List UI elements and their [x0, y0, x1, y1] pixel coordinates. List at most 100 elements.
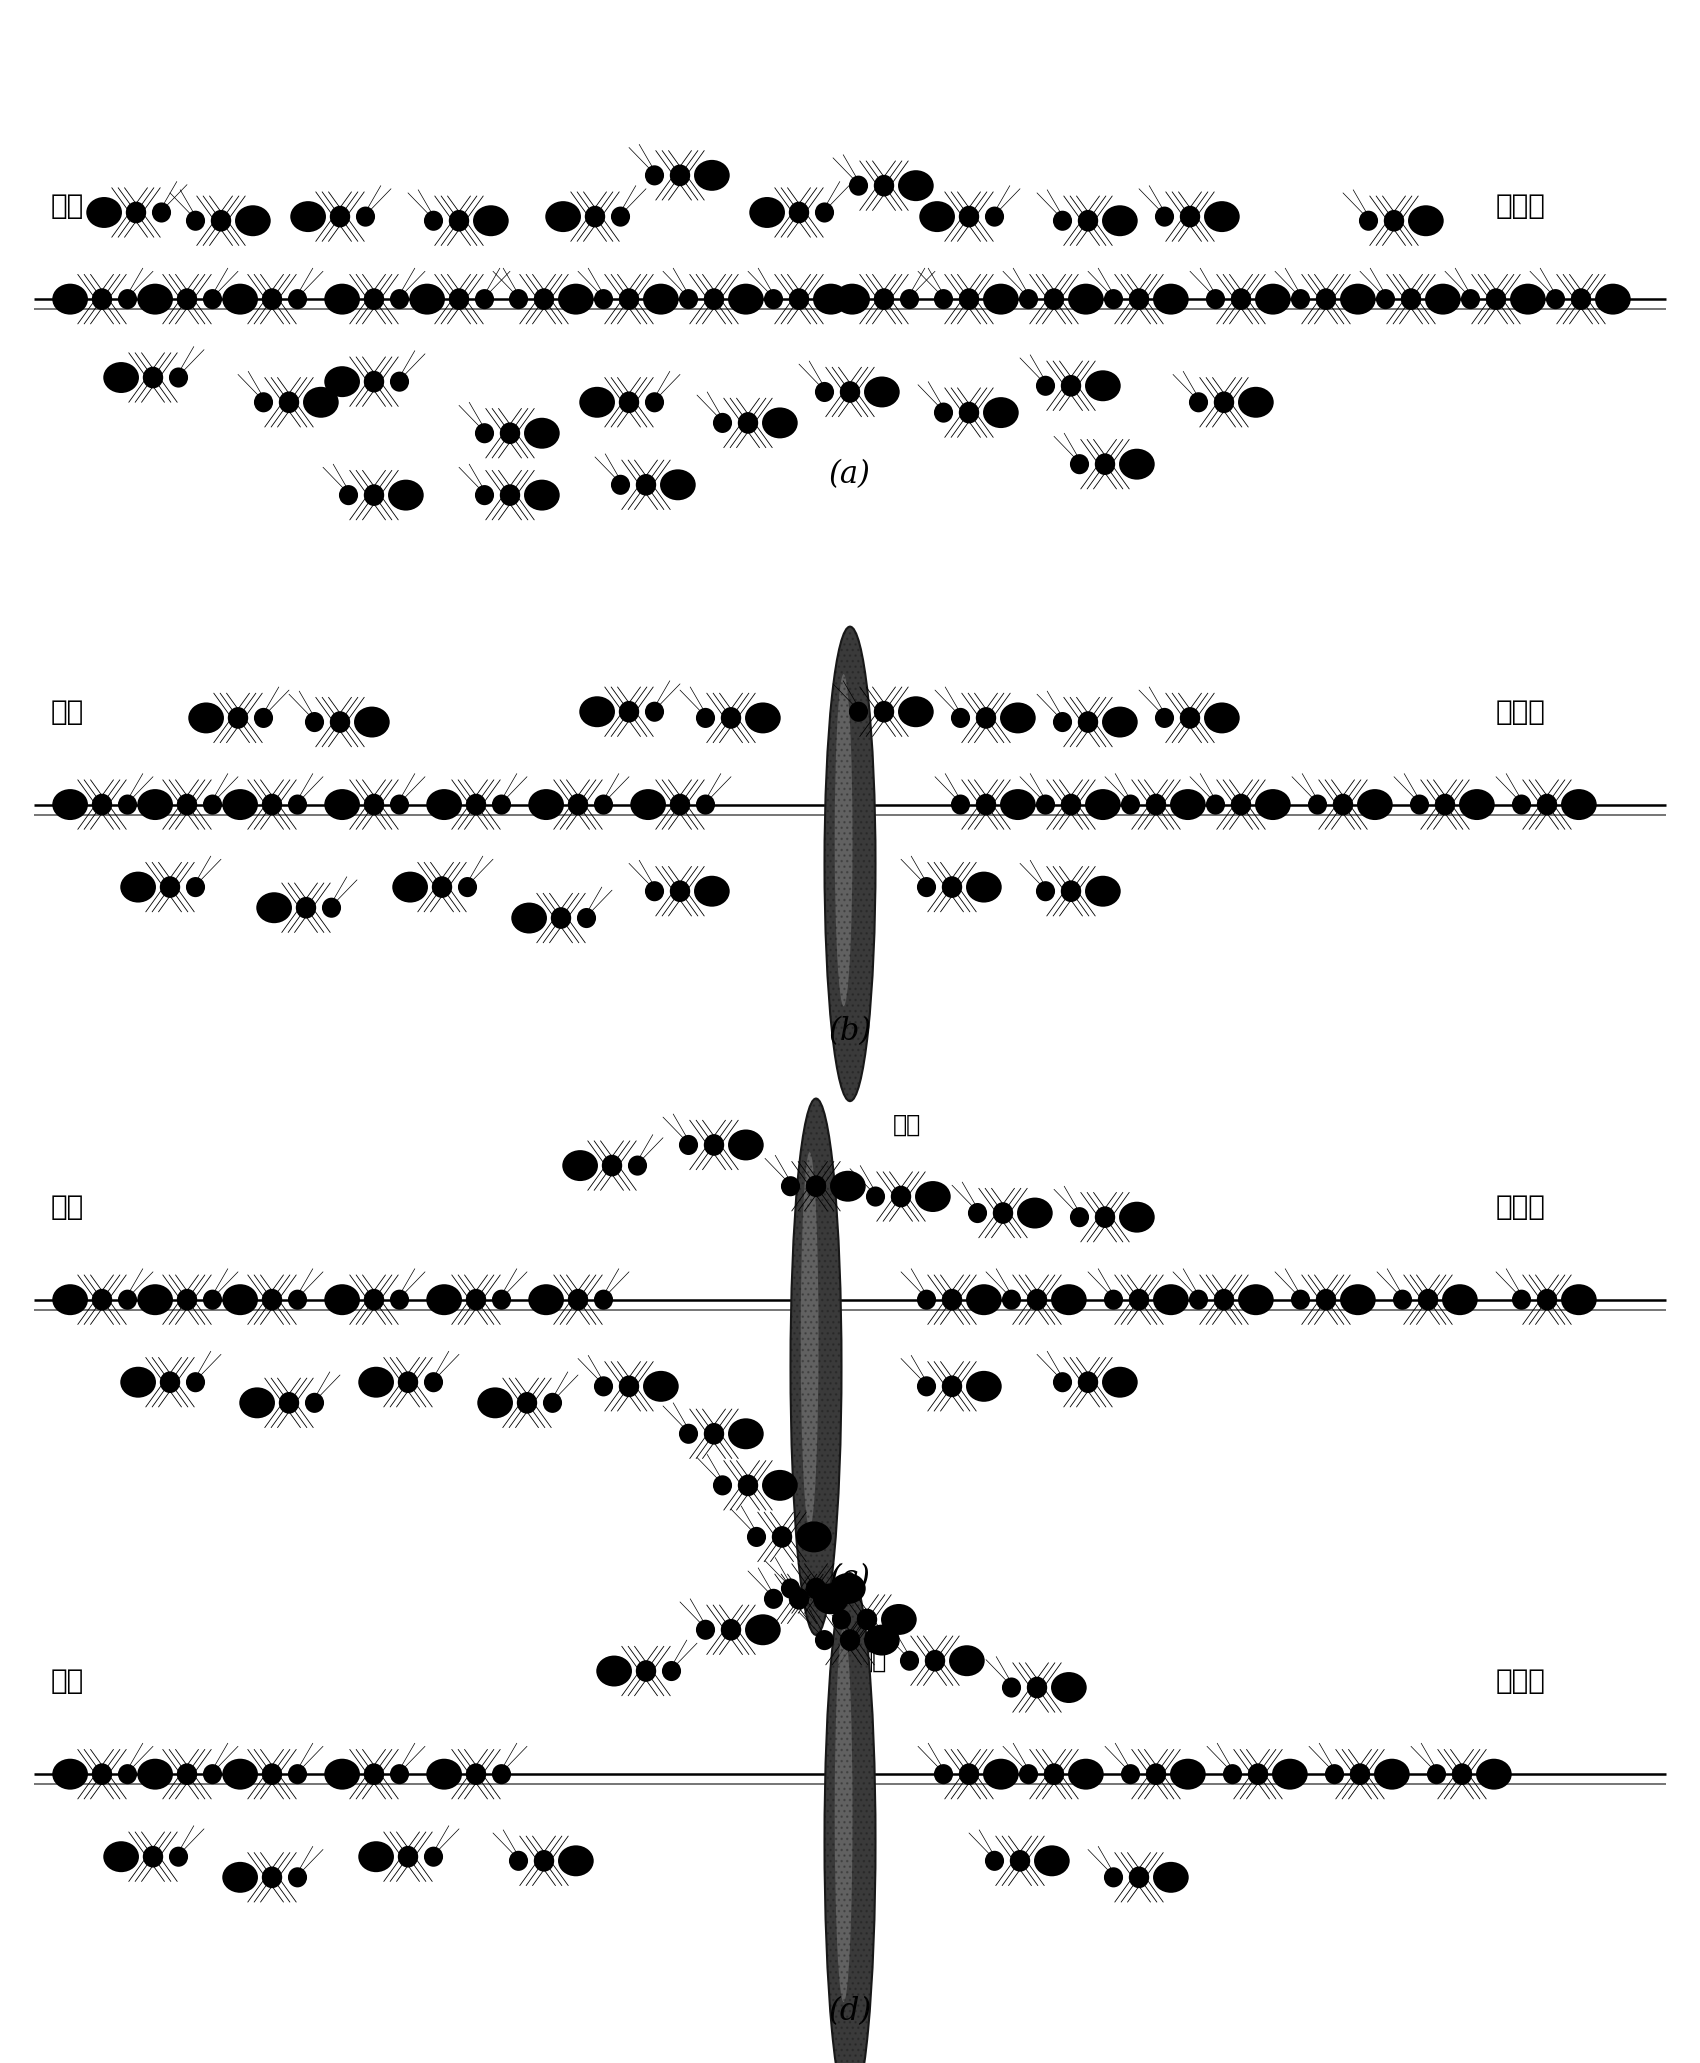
Ellipse shape — [993, 1203, 1013, 1223]
Ellipse shape — [1102, 204, 1137, 237]
Ellipse shape — [806, 1176, 826, 1197]
Ellipse shape — [1180, 206, 1200, 227]
Ellipse shape — [1188, 392, 1209, 413]
Ellipse shape — [1154, 206, 1175, 227]
Ellipse shape — [92, 1764, 112, 1784]
Ellipse shape — [898, 695, 933, 726]
Ellipse shape — [916, 1289, 937, 1310]
Ellipse shape — [304, 1393, 325, 1413]
Ellipse shape — [398, 1846, 418, 1867]
Ellipse shape — [423, 210, 444, 231]
Ellipse shape — [1061, 881, 1081, 902]
Ellipse shape — [840, 382, 860, 402]
Ellipse shape — [959, 402, 979, 423]
Ellipse shape — [410, 283, 445, 314]
Ellipse shape — [185, 1372, 206, 1393]
Ellipse shape — [942, 877, 962, 897]
Ellipse shape — [670, 165, 690, 186]
Ellipse shape — [1486, 289, 1506, 309]
Ellipse shape — [177, 794, 197, 815]
Ellipse shape — [177, 1289, 197, 1310]
Ellipse shape — [223, 1861, 258, 1894]
Ellipse shape — [325, 788, 360, 819]
Ellipse shape — [474, 289, 495, 309]
Ellipse shape — [966, 1370, 1001, 1403]
Ellipse shape — [1018, 289, 1039, 309]
Ellipse shape — [1001, 1677, 1022, 1698]
Ellipse shape — [745, 1613, 780, 1646]
Ellipse shape — [1204, 701, 1239, 734]
Ellipse shape — [1340, 283, 1375, 314]
Ellipse shape — [704, 1423, 724, 1444]
Ellipse shape — [1459, 788, 1494, 819]
Ellipse shape — [1051, 1283, 1086, 1316]
Ellipse shape — [1035, 375, 1056, 396]
Ellipse shape — [915, 1180, 950, 1213]
Ellipse shape — [1324, 1764, 1345, 1784]
Ellipse shape — [262, 1764, 282, 1784]
Ellipse shape — [789, 289, 809, 309]
Ellipse shape — [117, 1289, 138, 1310]
Ellipse shape — [1350, 1764, 1370, 1784]
Ellipse shape — [898, 169, 933, 200]
Ellipse shape — [253, 708, 274, 728]
Ellipse shape — [874, 175, 894, 196]
Ellipse shape — [1358, 210, 1379, 231]
Ellipse shape — [474, 423, 495, 444]
Ellipse shape — [1153, 1861, 1188, 1894]
Ellipse shape — [491, 794, 512, 815]
Ellipse shape — [427, 1283, 462, 1316]
Ellipse shape — [1426, 1764, 1447, 1784]
Ellipse shape — [279, 392, 299, 413]
Ellipse shape — [423, 1372, 444, 1393]
Ellipse shape — [474, 485, 495, 505]
Ellipse shape — [1571, 289, 1591, 309]
Ellipse shape — [558, 283, 593, 314]
Ellipse shape — [1170, 788, 1205, 819]
Ellipse shape — [670, 881, 690, 902]
Ellipse shape — [780, 1176, 801, 1197]
Ellipse shape — [364, 485, 384, 505]
Ellipse shape — [619, 701, 639, 722]
Ellipse shape — [772, 1527, 792, 1547]
Ellipse shape — [160, 877, 180, 897]
Ellipse shape — [393, 871, 428, 904]
Ellipse shape — [1052, 210, 1073, 231]
Ellipse shape — [694, 159, 729, 192]
Ellipse shape — [966, 1283, 1001, 1316]
Ellipse shape — [389, 1289, 410, 1310]
Ellipse shape — [304, 712, 325, 732]
Text: (a): (a) — [830, 458, 870, 491]
Ellipse shape — [721, 708, 741, 728]
Text: 障碍: 障碍 — [858, 1648, 887, 1673]
Ellipse shape — [1248, 1764, 1268, 1784]
Ellipse shape — [1238, 388, 1273, 417]
Ellipse shape — [500, 485, 520, 505]
Ellipse shape — [303, 388, 338, 417]
Ellipse shape — [1316, 289, 1336, 309]
Ellipse shape — [1010, 1851, 1030, 1871]
Ellipse shape — [87, 196, 122, 229]
Ellipse shape — [966, 871, 1001, 904]
Ellipse shape — [728, 283, 763, 314]
Ellipse shape — [1442, 1283, 1477, 1316]
Ellipse shape — [117, 289, 138, 309]
Ellipse shape — [1307, 794, 1328, 815]
Ellipse shape — [223, 1758, 258, 1789]
Ellipse shape — [1418, 1289, 1438, 1310]
Ellipse shape — [1119, 1201, 1154, 1232]
Ellipse shape — [1401, 289, 1421, 309]
Ellipse shape — [512, 904, 547, 932]
Ellipse shape — [104, 1840, 139, 1873]
Ellipse shape — [53, 1758, 88, 1789]
Ellipse shape — [138, 788, 173, 819]
Text: 巢穴: 巢穴 — [51, 1192, 85, 1221]
Ellipse shape — [984, 206, 1005, 227]
Ellipse shape — [644, 701, 665, 722]
Ellipse shape — [235, 204, 270, 237]
Ellipse shape — [388, 479, 423, 510]
Ellipse shape — [126, 202, 146, 223]
Ellipse shape — [177, 1764, 197, 1784]
Ellipse shape — [262, 289, 282, 309]
Ellipse shape — [287, 794, 308, 815]
